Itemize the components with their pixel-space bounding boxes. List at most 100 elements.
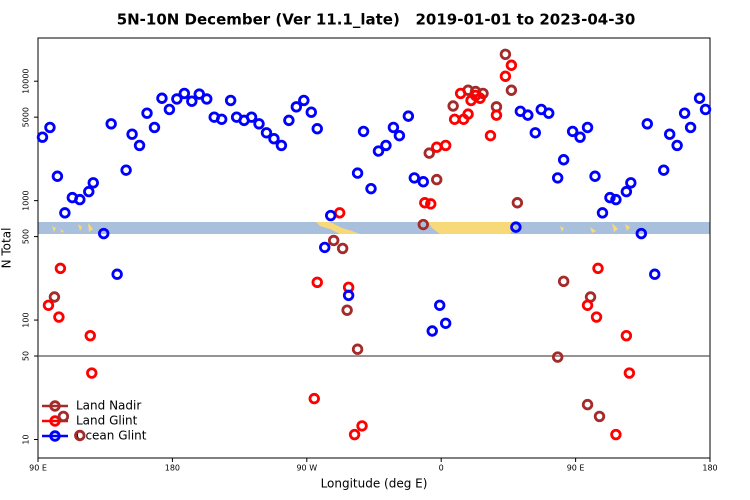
y-tick-label: 500 <box>22 229 31 244</box>
point <box>111 268 123 280</box>
legend-marker <box>49 415 61 427</box>
point <box>201 93 213 105</box>
point <box>283 114 295 127</box>
point <box>336 242 349 255</box>
x-tick-label: 90 E <box>567 464 585 473</box>
point <box>224 94 237 107</box>
point <box>529 127 541 139</box>
point <box>596 207 609 219</box>
point <box>431 141 443 153</box>
point <box>581 299 594 311</box>
y-tick-label: 1000 <box>22 190 31 210</box>
point <box>505 84 518 96</box>
point <box>356 420 368 432</box>
point <box>499 48 512 60</box>
point <box>51 170 64 182</box>
point <box>74 429 86 442</box>
point <box>141 107 153 119</box>
point <box>402 110 415 122</box>
point <box>447 100 459 112</box>
point <box>84 329 96 342</box>
point <box>126 128 138 140</box>
x-tick-label: 180 <box>165 464 180 473</box>
point <box>393 129 406 142</box>
point <box>53 311 65 323</box>
y-axis-label: N Total <box>0 228 14 269</box>
point <box>658 164 670 176</box>
point <box>87 177 99 189</box>
point <box>454 87 467 100</box>
point <box>623 367 636 379</box>
point <box>48 291 61 303</box>
point <box>434 299 446 311</box>
point <box>448 113 461 125</box>
point <box>215 113 228 125</box>
point <box>699 103 712 116</box>
legend-label: Ocean Glint <box>76 429 147 443</box>
point <box>592 262 604 275</box>
point <box>171 93 183 105</box>
point <box>36 131 49 143</box>
point <box>551 351 564 363</box>
point <box>490 109 503 121</box>
point <box>57 410 70 423</box>
point <box>620 185 633 198</box>
legend-label: Land Nadir <box>76 399 141 413</box>
y-tick-label: 100 <box>22 312 31 327</box>
point <box>635 227 648 240</box>
x-tick-label: 90 E <box>29 464 47 473</box>
point <box>684 121 697 134</box>
point <box>505 59 518 71</box>
point <box>604 191 616 204</box>
point <box>333 207 346 219</box>
point <box>275 139 288 152</box>
point <box>557 275 570 288</box>
point <box>439 317 452 329</box>
point <box>290 101 303 113</box>
point <box>417 218 429 231</box>
x-tick-label: 90 W <box>296 464 317 473</box>
x-tick-label: 0 <box>439 464 444 473</box>
point <box>419 197 431 209</box>
point <box>245 111 258 123</box>
point <box>693 92 706 104</box>
legend-marker <box>49 400 61 412</box>
point <box>417 176 429 188</box>
point <box>641 118 653 130</box>
point <box>581 121 594 134</box>
point <box>557 154 570 166</box>
point <box>474 92 486 104</box>
point <box>610 428 622 441</box>
point <box>351 343 364 355</box>
point <box>649 268 661 280</box>
point <box>156 92 168 104</box>
point <box>462 108 474 120</box>
point <box>42 299 55 311</box>
point <box>178 87 191 100</box>
point <box>342 289 355 302</box>
point <box>54 262 67 275</box>
point <box>499 70 512 82</box>
point <box>590 311 603 323</box>
y-tick-label: 10000 <box>22 68 31 93</box>
point <box>348 428 361 441</box>
point <box>120 164 132 176</box>
point <box>298 94 310 107</box>
point <box>319 241 331 254</box>
point <box>372 145 385 157</box>
legend-label: Land Glint <box>76 414 138 428</box>
point <box>425 198 437 210</box>
point <box>566 125 579 138</box>
point <box>341 304 353 316</box>
legend-marker <box>49 430 61 442</box>
point <box>186 95 198 107</box>
point <box>625 177 637 189</box>
y-tick-label: 5000 <box>22 107 31 127</box>
point <box>365 182 377 195</box>
point <box>311 276 323 289</box>
point <box>387 121 400 134</box>
point <box>620 329 633 342</box>
point <box>163 103 176 116</box>
point <box>74 193 86 206</box>
